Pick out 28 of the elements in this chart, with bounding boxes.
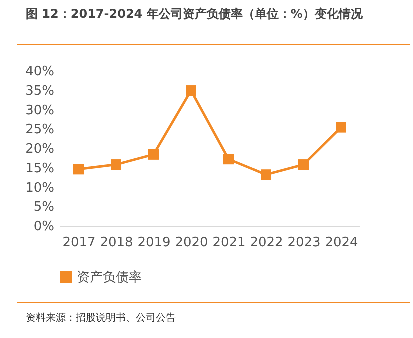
point (74, 164, 84, 175)
y-tick-label: 10% (26, 180, 54, 196)
point (111, 160, 122, 170)
y-tick-label: 20% (26, 142, 54, 157)
x-tick-label: 2018 (100, 236, 134, 250)
x-tick-label: 2020 (175, 236, 208, 250)
y-tick-label: 0% (34, 220, 54, 234)
x-tick-label: 2019 (138, 236, 171, 250)
point (336, 122, 346, 133)
y-tick-label: 30% (26, 103, 54, 118)
y-tick-label: 40% (26, 64, 54, 80)
y-tick-label: 25% (26, 122, 54, 138)
x-tick-label: 2017 (62, 236, 96, 250)
legend-label: 资产负债率 (77, 270, 142, 286)
x-tick-label: 2023 (288, 236, 321, 250)
y-tick-label: 15% (26, 161, 54, 176)
chart-title: 图 12：2017-2024 年公司资产负债率（单位：%）变化情况 (26, 6, 363, 23)
point (224, 154, 234, 165)
point (298, 160, 309, 170)
point (148, 149, 159, 160)
point (261, 170, 272, 180)
point (186, 86, 196, 96)
text: 资料来源：招股说明书、公司公告 (26, 312, 176, 325)
y-tick-label: 35% (26, 84, 54, 99)
y-tick-label: 5% (34, 200, 54, 216)
x-tick-label: 2024 (325, 236, 358, 250)
x-tick-label: 2022 (250, 236, 284, 250)
x-tick-label: 2021 (212, 236, 246, 250)
